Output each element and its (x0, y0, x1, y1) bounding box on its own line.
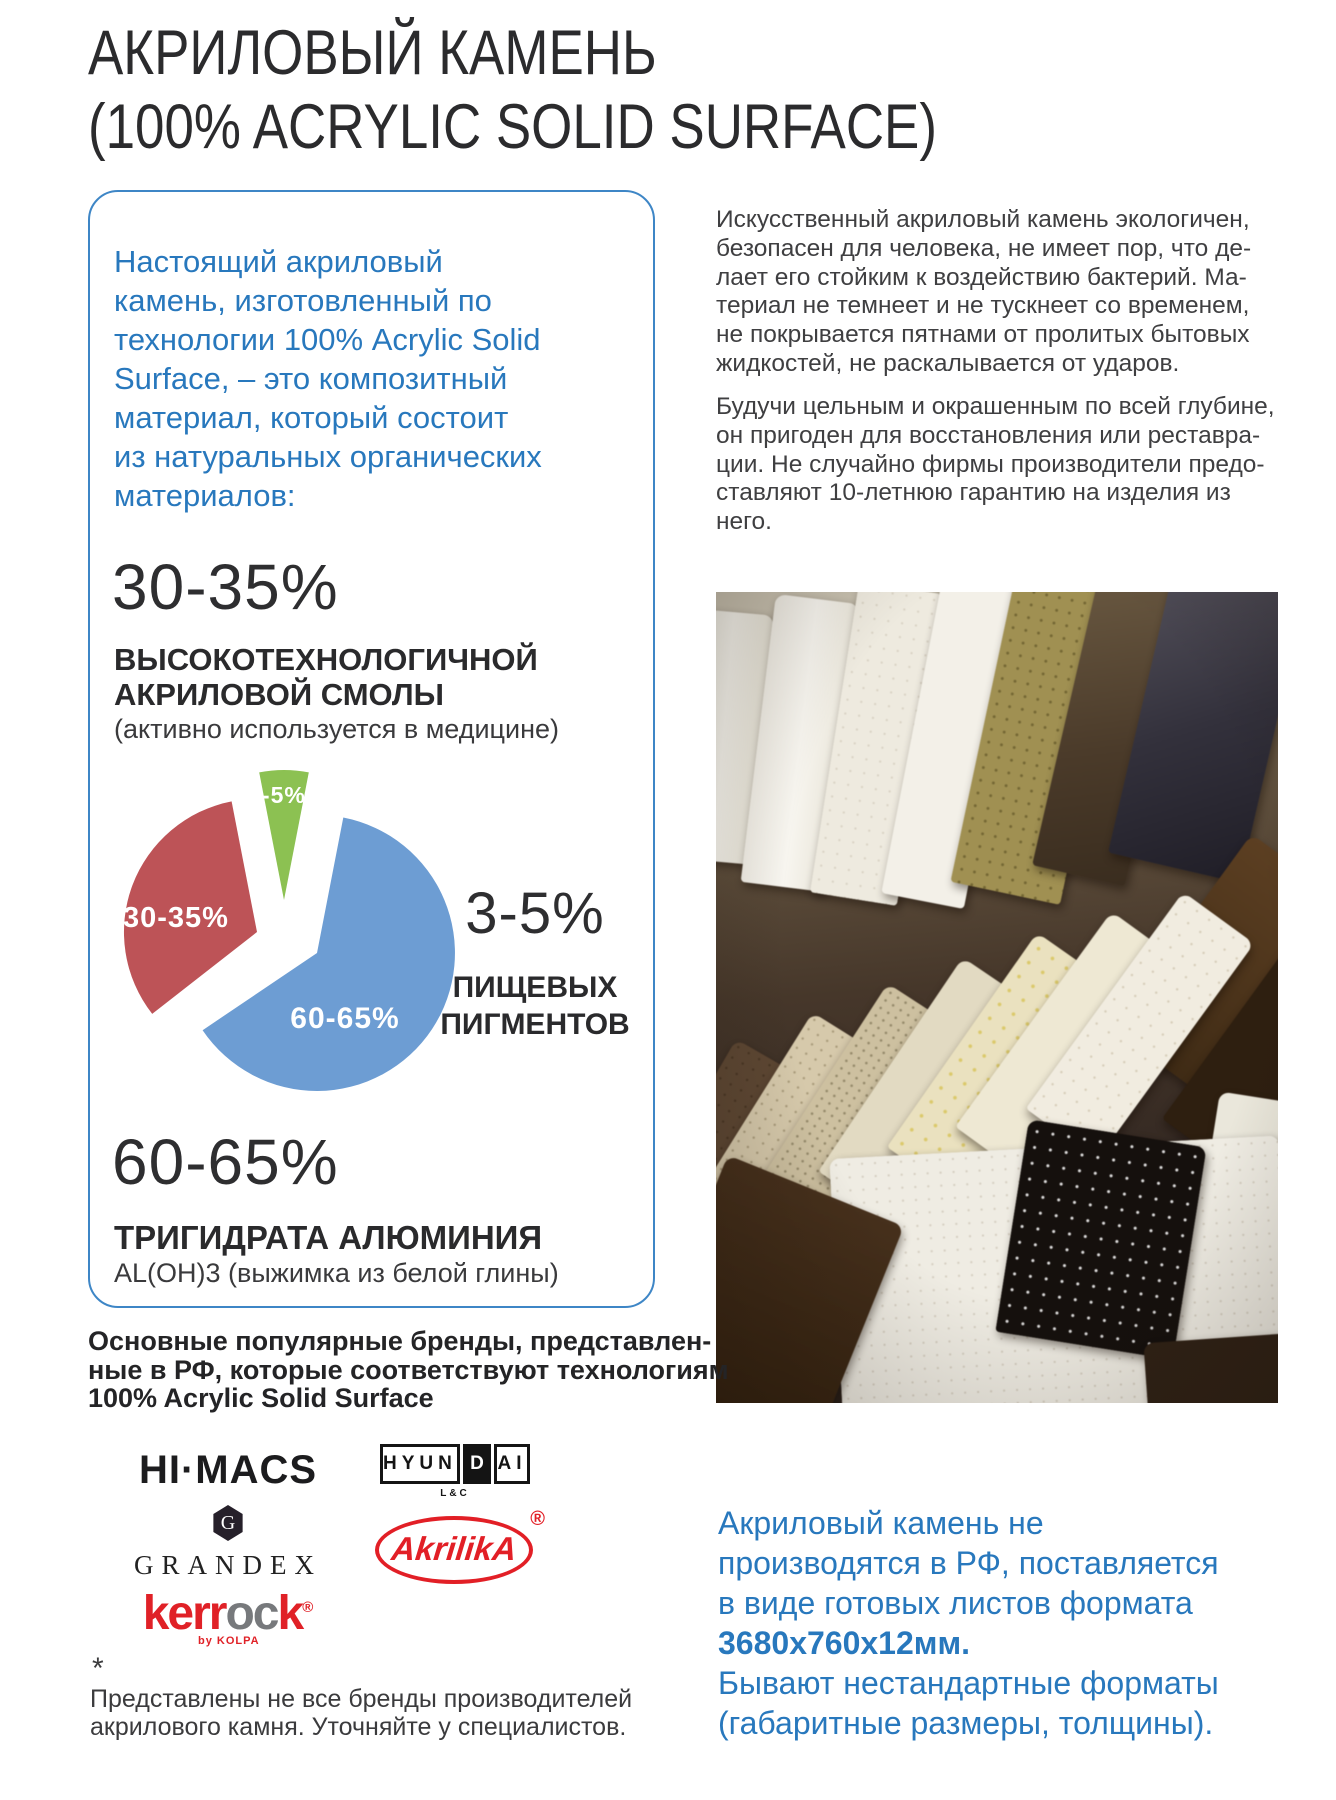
kerrock-logo: kerrock® by KOLPA (88, 1586, 368, 1647)
kerrock-by-kolpa: by KOLPA (198, 1635, 260, 1647)
grandex-logo: G GRANDEX (88, 1505, 368, 1581)
photo-vignette (716, 592, 1278, 1403)
formats-text: Акриловый камень не производятся в РФ, п… (718, 1505, 1219, 1741)
footnote-text: Представлены не все бренды производителе… (90, 1685, 633, 1741)
grandex-monogram-icon: G (213, 1505, 243, 1541)
svg-text:3-5%: 3-5% (248, 782, 306, 808)
right-paragraph-1: Искусственный акриловый камень экологиче… (716, 206, 1252, 377)
hyundai-logo-lc: L&C (440, 1488, 470, 1499)
hyundai-lc-logo: HYUN D AI L&C (380, 1444, 530, 1499)
ath-percent: 60-65% (112, 1126, 339, 1198)
pigments-name: ПИЩЕВЫХ ПИГМЕНТОВ (440, 971, 630, 1041)
composition-info-box: Настоящий акриловый камень, изготовленны… (88, 190, 655, 1308)
right-paragraph-2: Будучи цельным и окрашенным по всей глуб… (716, 393, 1275, 536)
brands-heading: Основные популярные бренды, представлен-… (88, 1326, 729, 1413)
registered-mark-icon: ® (302, 1599, 314, 1616)
ath-name: ТРИГИДРАТА АЛЮМИНИЯ (114, 1219, 543, 1256)
pigments-label-block: 3-5% ПИЩЕВЫХ ПИГМЕНТОВ (400, 880, 670, 1043)
kerrock-kerr: kerr (142, 1587, 228, 1640)
akrilika-wordmark: AkrilikA (389, 1530, 519, 1567)
svg-text:30-35%: 30-35% (123, 902, 229, 934)
hyundai-logo-ai: AI (494, 1444, 530, 1484)
footnote-asterisk: * (92, 1652, 104, 1685)
intro-text: Настоящий акриловый камень, изготовленны… (114, 244, 542, 513)
resin-name: ВЫСОКОТЕХНОЛОГИЧНОЙ АКРИЛОВОЙ СМОЛЫ (114, 642, 538, 712)
resin-percent: 30-35% (112, 551, 339, 623)
samples-photo (716, 592, 1278, 1403)
page-title-line1: АКРИЛОВЫЙ КАМЕНЬ (88, 18, 657, 88)
hyundai-logo-hyun: HYUN (380, 1444, 460, 1484)
kerrock-k: k (277, 1587, 305, 1640)
hyundai-logo-d: D (462, 1444, 492, 1484)
composition-pie-chart: 60-65% 30-35% 3-5% (123, 770, 455, 1091)
registered-mark-icon: ® (530, 1508, 545, 1530)
himacs-logo: HI·MACS (138, 1448, 318, 1492)
ath-note: AL(OH)3 (выжимка из белой глины) (114, 1258, 559, 1288)
page-title: АКРИЛОВЫЙ КАМЕНЬ (100% ACRYLIC SOLID SUR… (88, 16, 937, 164)
page-title-line2: (100% ACRYLIC SOLID SURFACE) (88, 92, 937, 162)
resin-note: (активно используется в медицине) (114, 714, 559, 744)
kerrock-oc: oc (225, 1587, 279, 1640)
akrilika-logo: AkrilikA ® (375, 1508, 545, 1584)
pigments-percent: 3-5% (465, 881, 605, 946)
grandex-wordmark: GRANDEX (134, 1550, 322, 1580)
svg-text:60-65%: 60-65% (290, 1002, 399, 1035)
sheet-format-value: 3680х760х12мм. (718, 1625, 970, 1661)
